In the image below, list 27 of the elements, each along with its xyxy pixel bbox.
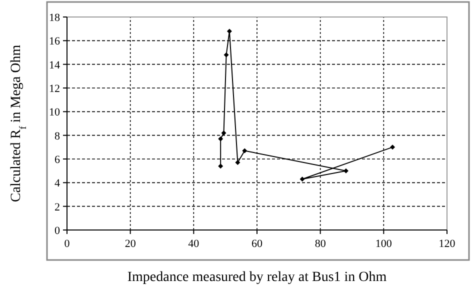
y-tick-label: 12 — [49, 83, 60, 95]
x-tick-label: 40 — [188, 238, 200, 250]
point — [390, 144, 396, 150]
x-tick-label: 60 — [252, 238, 263, 250]
y-tick-label: 14 — [49, 59, 60, 72]
x-tick-label: 80 — [314, 238, 326, 250]
y-tick-label: 6 — [54, 154, 60, 166]
point — [218, 164, 224, 169]
point — [218, 136, 224, 142]
point — [235, 160, 240, 166]
x-axis-title: Impedance measured by relay at Bus1 in Ohm — [127, 270, 387, 285]
y-tick-label: 4 — [54, 178, 60, 190]
x-tick-label: 0 — [64, 238, 70, 250]
y-tick-label: 16 — [49, 36, 60, 48]
y-tick-label: 2 — [54, 201, 60, 214]
x-tick-label: 20 — [124, 238, 136, 250]
y-tick-label: 10 — [49, 106, 60, 119]
y-tick-label: 0 — [54, 225, 60, 237]
x-tick-label: 100 — [375, 238, 392, 250]
point — [300, 176, 305, 182]
point — [224, 52, 229, 58]
point — [226, 28, 232, 34]
y-tick-label: 18 — [49, 12, 60, 24]
point — [242, 148, 248, 154]
x-tick-label: 120 — [438, 238, 456, 250]
point — [221, 130, 226, 136]
y-tick-label: 8 — [54, 130, 60, 142]
